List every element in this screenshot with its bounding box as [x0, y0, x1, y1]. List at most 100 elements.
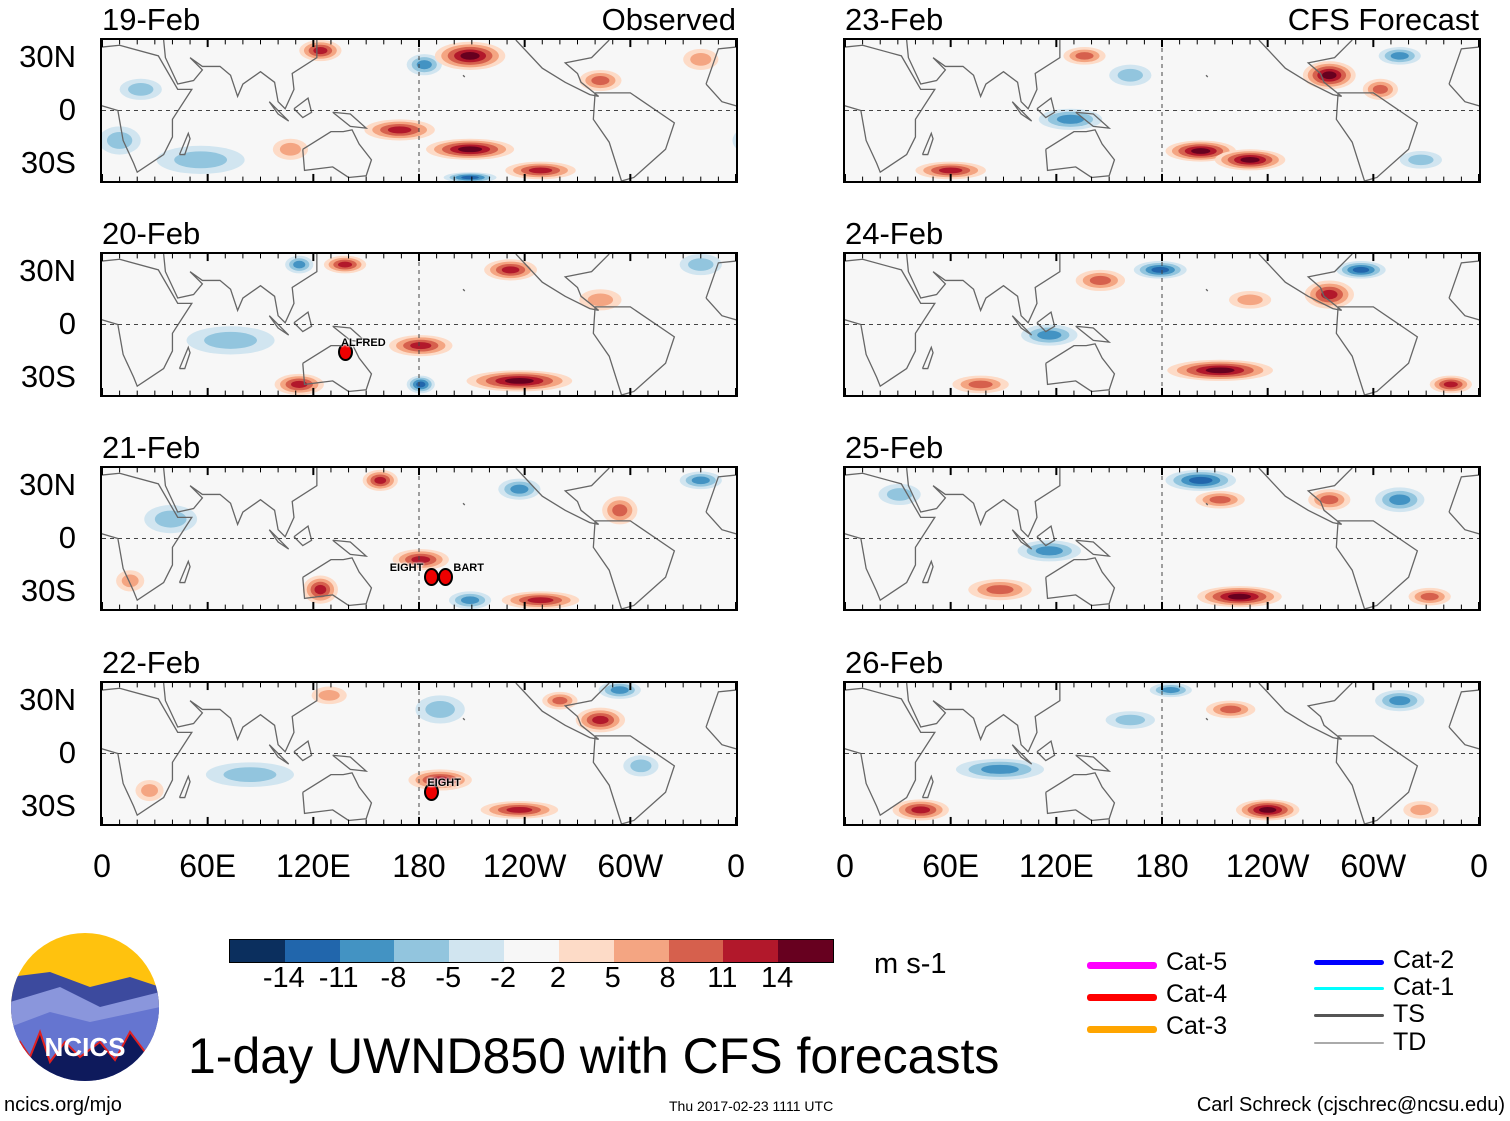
coastline — [179, 561, 190, 582]
colorbar-swatch — [504, 940, 559, 962]
coastline — [1046, 558, 1115, 606]
colorbar-label: -8 — [380, 962, 407, 994]
coastline — [102, 45, 192, 172]
coastline — [922, 347, 933, 368]
anomaly-contour — [1056, 114, 1085, 124]
anomaly-contour — [1352, 266, 1370, 273]
coastline — [294, 526, 312, 545]
coastline — [164, 40, 317, 109]
panel-date: 26-Feb — [845, 645, 944, 680]
legend-label: Cat-3 — [1166, 1012, 1228, 1040]
coastline — [294, 741, 312, 760]
colorbar-label: 8 — [659, 962, 676, 994]
x-tick-label: 0 — [836, 848, 854, 884]
y-tick-label: 30N — [19, 39, 76, 74]
coastline — [1259, 40, 1352, 96]
coastline — [593, 521, 674, 609]
panel-date: 19-Feb — [102, 2, 201, 37]
y-tick-label: 0 — [58, 306, 76, 341]
coastline — [907, 468, 1060, 537]
anomaly-contour — [121, 574, 139, 588]
cyclone-icon — [424, 567, 440, 586]
anomaly-contour — [458, 146, 483, 153]
x-tick-label: 120W — [1225, 848, 1310, 884]
anomaly-contour — [1240, 156, 1260, 163]
colorbar-swatch — [449, 940, 505, 962]
colorbar-swatch — [668, 940, 724, 962]
anomaly-contour — [460, 52, 480, 60]
coastline — [294, 98, 312, 117]
coastline — [1336, 93, 1417, 181]
coastline — [269, 102, 288, 121]
coastline — [1259, 468, 1352, 524]
coastline — [1012, 745, 1031, 764]
anomaly-contour — [886, 488, 913, 501]
coastline — [922, 776, 933, 797]
coastline — [179, 133, 190, 154]
coastline — [463, 289, 465, 291]
colorbar-label: -14 — [262, 962, 305, 994]
anomaly-contour — [204, 331, 257, 349]
coastline — [1037, 98, 1055, 117]
colorbar-label: 5 — [604, 962, 621, 994]
y-tick-label: 0 — [58, 735, 76, 770]
anomaly-contour — [318, 690, 340, 701]
coastline — [102, 259, 192, 386]
anomaly-contour — [461, 596, 480, 604]
legend-label: TS — [1393, 1000, 1425, 1028]
coastline — [922, 561, 933, 582]
coastline — [907, 40, 1060, 109]
coastline — [463, 75, 465, 77]
coastline — [516, 40, 609, 96]
coastline — [1206, 718, 1208, 720]
anomaly-contour — [986, 585, 1014, 595]
footer-url[interactable]: ncics.org/mjo — [4, 1094, 122, 1116]
legend-line — [1087, 962, 1157, 969]
legend-line — [1314, 987, 1384, 990]
coastline — [179, 347, 190, 368]
anomaly-contour — [293, 260, 306, 269]
anomaly-contour — [1220, 705, 1242, 714]
colorbar-swatch — [230, 940, 285, 962]
coastline — [1206, 289, 1208, 291]
colorbar-label: -2 — [490, 962, 516, 994]
anomaly-contour — [1372, 84, 1388, 94]
anomaly-contour — [690, 53, 712, 66]
colorbar-swatch — [723, 940, 779, 962]
map-panel-25-feb: 25-Feb — [843, 430, 1481, 611]
coastline — [102, 688, 192, 815]
anomaly-contour — [501, 266, 520, 274]
y-tick-label: 30N — [19, 682, 76, 717]
storm-label: EIGHT — [389, 561, 424, 574]
anomaly-contour — [1209, 495, 1231, 504]
x-tick-label: 120E — [1018, 848, 1094, 884]
coastline — [1259, 254, 1352, 310]
storm-label: BART — [453, 561, 484, 574]
anomaly-contour — [527, 597, 554, 604]
anomaly-contour — [1408, 154, 1434, 166]
coastline — [1037, 526, 1055, 545]
legend-label: Cat-5 — [1166, 948, 1228, 976]
x-tick-label: 0 — [727, 848, 745, 884]
legend-label: TD — [1393, 1028, 1427, 1056]
coastline — [593, 93, 674, 181]
anomaly-contour — [528, 167, 553, 174]
colorbar-swatch — [339, 940, 395, 962]
footer-author: Carl Schreck (cjschrec@ncsu.edu) — [1196, 1094, 1505, 1116]
colorbar-label: -5 — [435, 962, 462, 994]
coastline — [845, 45, 935, 172]
colorbar-swatch — [394, 940, 450, 962]
anomaly-contour — [1117, 68, 1143, 82]
coastline — [164, 254, 317, 323]
colorbar — [229, 939, 834, 963]
anomaly-contour — [1115, 714, 1146, 726]
coastline — [333, 112, 366, 128]
y-tick-label: 0 — [58, 520, 76, 555]
anomaly-contour — [587, 293, 614, 307]
ncics-logo: NCICS — [11, 933, 159, 1081]
panel-date: 24-Feb — [845, 216, 944, 251]
anomaly-contour — [504, 378, 534, 384]
coastline — [333, 755, 366, 771]
coastline — [516, 468, 609, 524]
legend-label: Cat-1 — [1393, 973, 1455, 1001]
